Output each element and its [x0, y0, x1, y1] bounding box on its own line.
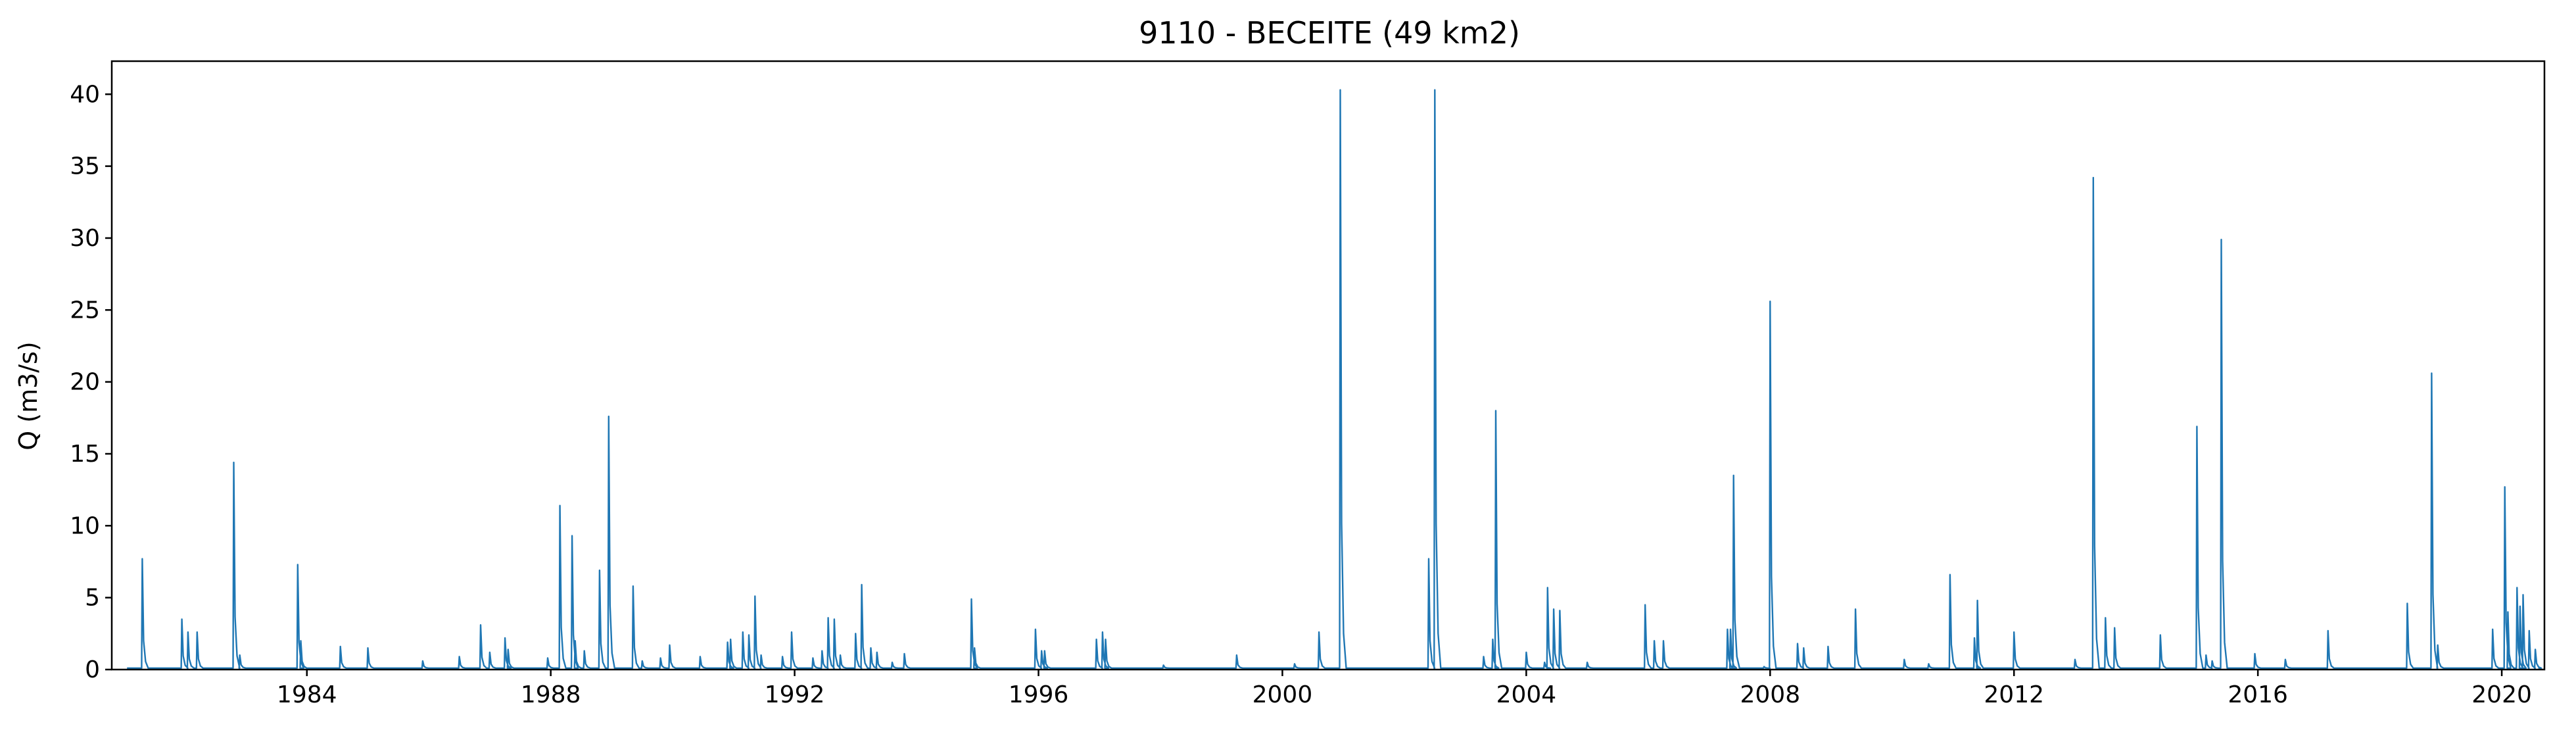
x-tick-label: 2012: [1984, 681, 2044, 708]
chart-title: 9110 - BECEITE (49 km2): [1139, 15, 1520, 51]
x-tick-label: 1996: [1009, 681, 1069, 708]
x-tick-label: 2000: [1252, 681, 1313, 708]
x-axis-ticks: 1984 1988 1992 1996 2000 2004 2008 2012 2016 2020: [277, 670, 2532, 708]
x-tick-label: 2020: [2471, 681, 2532, 708]
y-axis-ticks: 0 5 10 15 20 25 30 35 40: [70, 81, 112, 683]
discharge-series-line: [127, 89, 2542, 669]
y-tick-label: 30: [70, 225, 100, 252]
y-tick-label: 0: [85, 656, 100, 683]
x-tick-label: 2004: [1496, 681, 1557, 708]
y-axis-label: Q (m3/s): [14, 341, 43, 450]
plot-area: [127, 89, 2542, 669]
y-tick-label: 20: [70, 369, 100, 396]
y-tick-label: 5: [85, 585, 100, 612]
x-tick-label: 2008: [1740, 681, 1800, 708]
y-tick-label: 40: [70, 81, 100, 108]
y-tick-label: 10: [70, 512, 100, 539]
x-tick-label: 2016: [2228, 681, 2288, 708]
y-tick-label: 35: [70, 153, 100, 180]
x-tick-label: 1992: [765, 681, 825, 708]
x-tick-label: 1984: [277, 681, 337, 708]
y-tick-label: 15: [70, 441, 100, 468]
y-tick-label: 25: [70, 297, 100, 324]
axes-frame: [110, 60, 2546, 671]
x-tick-label: 1988: [521, 681, 581, 708]
